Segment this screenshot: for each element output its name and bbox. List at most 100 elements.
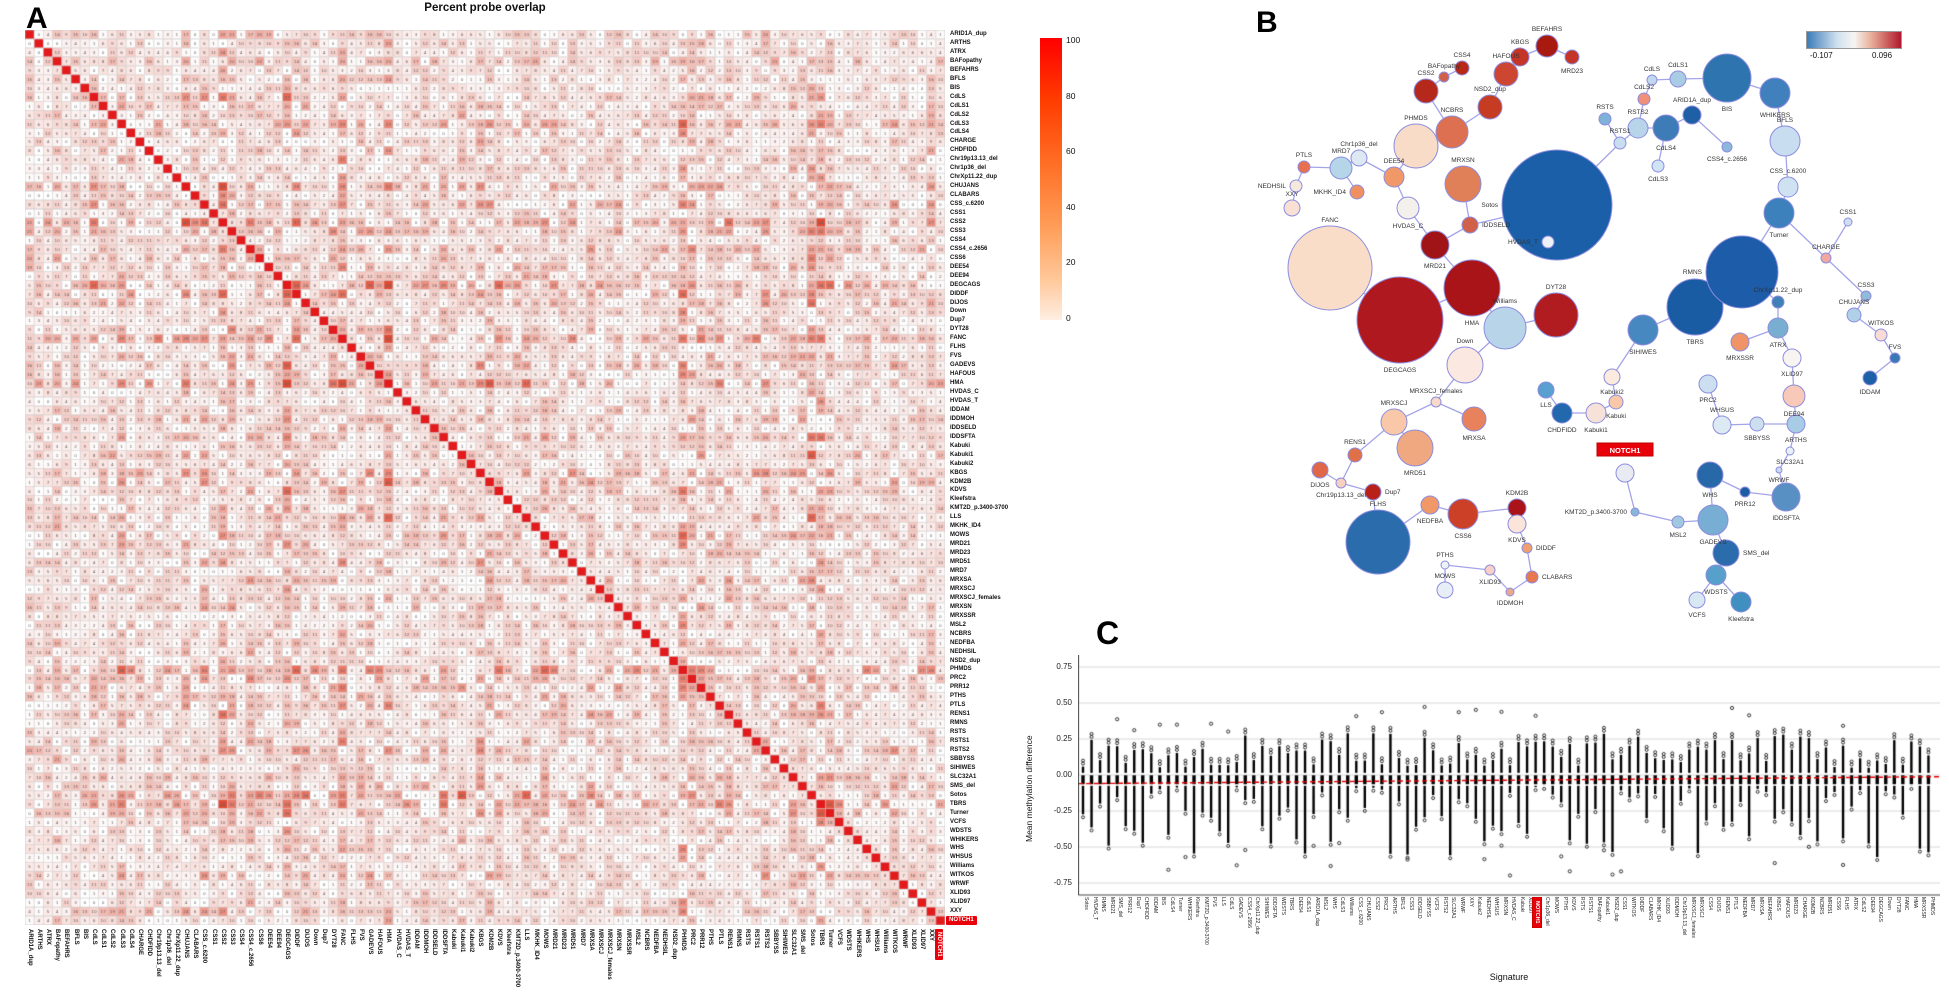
strip-x-label: NCBRS: [1817, 897, 1824, 915]
strip-x-label: WHS: [1330, 897, 1337, 909]
heatmap-row-label: SLC32A1: [950, 773, 977, 780]
heatmap-column-label: FLHS: [348, 929, 355, 945]
heatmap-row-label: BAFopathy: [950, 57, 982, 64]
heatmap-row-label: IDDAM: [950, 406, 970, 413]
signature-node: [1350, 149, 1368, 167]
heatmap-row-label: Kleefstra: [950, 496, 976, 503]
node-label: CdLS3: [1648, 176, 1668, 183]
strip-x-label: NEDFBA: [1740, 897, 1747, 918]
heatmap-row-label: PRC2: [950, 675, 967, 682]
node-label: DIJOS: [1310, 482, 1330, 489]
strip-x-label: PTLS: [1732, 897, 1739, 910]
strip-x-label: MSL2: [1322, 897, 1329, 911]
heatmap-column-label: HVDAS_C: [394, 929, 401, 958]
heatmap-column-label: WHS: [863, 929, 870, 943]
heatmap-colorbar-tick: 0: [1066, 312, 1071, 323]
heatmap-colorbar-ticks: 100 80 60 40 20 0: [1066, 35, 1096, 328]
heatmap-column-label: KBGS: [477, 929, 484, 947]
node-label: RSTS: [1596, 104, 1614, 111]
heatmap-column-label: CHDFIDD: [146, 929, 153, 956]
signature-node: [1721, 141, 1733, 153]
strip-x-label: MRD23: [1792, 897, 1799, 914]
strip-x-label: WHIKERS: [1185, 897, 1192, 921]
strip-x-label: MRD7: [1749, 897, 1756, 912]
heatmap-row-label: MRD7: [950, 568, 968, 574]
heatmap-column-label: PHMDS: [679, 929, 686, 951]
heatmap-row-label: FLHS: [950, 344, 966, 351]
heatmap-column-label: CSS1: [210, 929, 217, 945]
strip-x-label: KBGS: [1775, 897, 1781, 911]
probe-overlap-heatmap: [25, 30, 945, 925]
heatmap-column-label: HVDAS_T: [403, 929, 410, 958]
signature-node: [1501, 149, 1613, 261]
signature-node: [1730, 332, 1750, 352]
heatmap-column-label: SLC32A1: [790, 929, 797, 956]
heatmap-row-label: ARTHS: [950, 39, 971, 46]
heatmap-column-label: BFLS: [72, 929, 79, 945]
signature-node: [1749, 416, 1765, 432]
heatmap-column-label: Dup7: [320, 929, 327, 944]
strip-x-label: RSTS: [1578, 897, 1585, 911]
heatmap-column-label: Chr1p36_del: [164, 929, 171, 966]
heatmap-row-label: WHS: [950, 845, 964, 852]
node-label: PRR12: [1735, 501, 1756, 508]
node-label: CSS4: [1454, 52, 1471, 59]
heatmap-row-label: BFLS: [950, 75, 966, 82]
heatmap-row-label: CdLS2: [950, 111, 970, 118]
heatmap-column-label: CdLS3: [118, 929, 125, 949]
node-label: XLID97: [1781, 371, 1803, 378]
heatmap-column-label: Chr19p13.13_del: [155, 929, 162, 977]
heatmap-column-label: MRD21: [550, 929, 557, 950]
heatmap-column-label: KDVS: [495, 929, 502, 946]
node-label: MRXSN: [1451, 157, 1475, 164]
signature-node: [1775, 466, 1783, 474]
node-label: IDDAM: [1860, 389, 1881, 396]
strip-x-label: Kabuki2: [1476, 897, 1483, 916]
node-label: VCFS: [1688, 612, 1706, 619]
signature-node: [1551, 402, 1573, 424]
heatmap-row-label: IDDSELD: [950, 424, 977, 431]
node-label: MSL2: [1670, 532, 1687, 539]
signature-node: [1521, 542, 1533, 554]
node-label: ChrXp11.22_dup: [1754, 287, 1803, 294]
node-label: WRWF: [1769, 477, 1790, 484]
strip-x-label: Sotos: [1083, 897, 1090, 910]
heatmap-row-label: SBBYSS: [950, 755, 975, 762]
node-label: HVDAS_T: [1508, 239, 1538, 246]
signature-node: [1440, 560, 1450, 570]
strip-x-label: BFLS: [1399, 897, 1406, 910]
heatmap-row-label: MRXSN: [950, 603, 972, 610]
signature-node: [1712, 539, 1740, 567]
signature-node: [1349, 184, 1365, 200]
methylation-strip-plot: [1078, 655, 1940, 900]
strip-x-label: Chr19p13.13_del: [1681, 897, 1688, 936]
heatmap-column-label: Kabuki1: [458, 929, 465, 953]
node-label: FANC: [1321, 217, 1339, 224]
signature-node: [1630, 507, 1640, 517]
heatmap-column-label: BIS: [81, 929, 88, 940]
heatmap-row-label: Williams: [950, 863, 975, 870]
signature-node: [1651, 159, 1665, 173]
strip-x-label: VCFS: [1433, 897, 1440, 911]
heatmap-row-label: RSTS: [950, 729, 967, 736]
heatmap-row-label: TBRS: [950, 800, 967, 807]
strip-x-label: SIHIWES: [1262, 897, 1269, 919]
signature-node: [1705, 235, 1779, 309]
strip-x-label: WDSTS: [1279, 897, 1286, 916]
node-label: XLID93: [1479, 579, 1501, 586]
signature-node: [1564, 49, 1580, 65]
strip-x-label: IDDSFTA: [1271, 897, 1278, 919]
strip-x-label: Kabuki1: [1604, 897, 1611, 916]
signature-node: [1447, 498, 1479, 530]
strip-x-label: CSS1: [1621, 897, 1628, 911]
heatmap-row-label: CHARGE: [950, 138, 977, 145]
strip-x-label: MOWS: [1552, 897, 1559, 914]
strip-x-label: DYT28: [1894, 897, 1901, 913]
heatmap-column-label: WITKOS: [891, 929, 898, 953]
strip-x-label: HVDAS_T: [1091, 897, 1098, 921]
node-label-highlighted: NOTCH1: [1610, 446, 1641, 455]
strip-x-label: CSS2: [1373, 897, 1380, 911]
strip-x-label: CSS4: [1706, 897, 1713, 911]
strip-x-label: PHMDS: [1928, 897, 1935, 916]
